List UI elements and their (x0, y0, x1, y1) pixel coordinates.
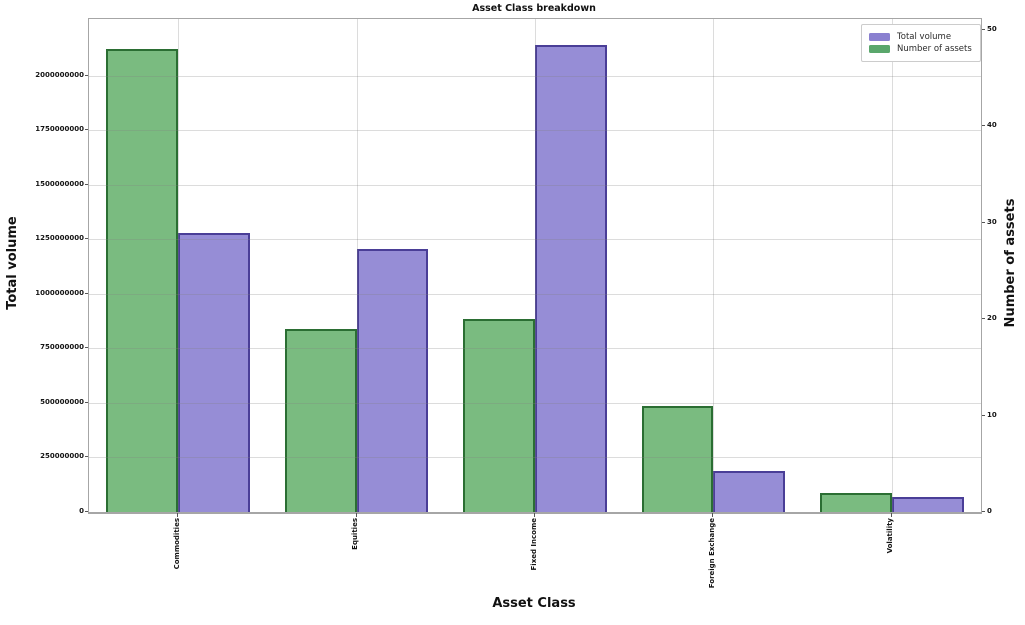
gridline-v (178, 19, 180, 512)
left-tick-mark (84, 456, 88, 458)
gridline-h (89, 457, 981, 459)
gridline-h (89, 402, 981, 404)
left-tick-label: 1750000000 (35, 125, 84, 134)
right-tick-label: 40 (987, 121, 997, 130)
legend-swatch-purple (869, 33, 890, 41)
right-tick-mark (981, 125, 986, 127)
right-tick-mark (981, 414, 986, 416)
legend-label: Number of assets (897, 44, 972, 54)
left-tick-mark (84, 238, 88, 240)
x-tick-mark (355, 513, 357, 517)
legend-item-number-of-assets: Number of assets (869, 44, 972, 54)
gridline-v (713, 19, 715, 512)
gridline-h (89, 184, 981, 186)
bar-number-of-assets-fixed-income (463, 319, 535, 512)
gridline-h (89, 239, 981, 241)
gridline-h (89, 348, 981, 350)
x-axis-title: Asset Class (492, 596, 576, 611)
chart-title: Asset Class breakdown (472, 3, 596, 14)
left-tick-mark (84, 401, 88, 403)
right-tick-mark (981, 29, 986, 31)
left-tick-mark (84, 74, 88, 76)
bar-total-volume-foreign-exchange (713, 470, 786, 512)
legend-swatch-green (869, 45, 890, 53)
right-tick-label: 20 (987, 314, 997, 323)
x-tick-label-fixed-income: Fixed Income (529, 518, 538, 571)
left-tick-label: 500000000 (40, 397, 84, 406)
right-tick-label: 50 (987, 25, 997, 34)
x-tick-label-foreign-exchange: Foreign Exchange (707, 518, 716, 589)
left-tick-mark (84, 129, 88, 131)
x-tick-mark (890, 513, 892, 517)
left-tick-label: 1000000000 (35, 288, 84, 297)
gridline-v (356, 19, 358, 512)
bar-total-volume-commodities (178, 232, 251, 512)
bar-number-of-assets-volatility (819, 492, 892, 512)
x-tick-mark (712, 513, 714, 517)
gridline-h (89, 75, 981, 77)
bar-total-volume-volatility (891, 496, 964, 512)
left-tick-label: 1250000000 (35, 234, 84, 243)
left-tick-label: 1500000000 (35, 179, 84, 188)
legend-item-total-volume: Total volume (869, 32, 972, 42)
left-tick-mark (84, 183, 88, 185)
bar-total-volume-fixed-income (535, 45, 607, 512)
x-tick-label-commodities: Commodities (172, 518, 181, 570)
left-tick-label: 0 (79, 507, 84, 515)
left-tick-mark (84, 292, 88, 294)
right-tick-mark (981, 221, 986, 223)
legend-label: Total volume (897, 32, 952, 42)
right-axis-title: Number of assets (1003, 198, 1018, 328)
legend: Total volume Number of assets (861, 24, 981, 62)
bar-number-of-assets-commodities (106, 49, 179, 512)
bar-number-of-assets-equities (284, 328, 357, 512)
x-tick-mark (177, 513, 179, 517)
right-tick-label: 30 (987, 217, 997, 226)
gridline-v (535, 19, 536, 512)
x-tick-label-volatility: Volatility (886, 518, 895, 554)
left-tick-label: 750000000 (40, 343, 84, 352)
gridline-h (89, 130, 981, 132)
left-tick-mark (84, 511, 88, 512)
gridline-v (891, 19, 893, 512)
left-tick-label: 2000000000 (35, 70, 84, 79)
bar-number-of-assets-foreign-exchange (641, 405, 714, 512)
left-tick-mark (84, 347, 88, 349)
gridline-h (89, 293, 981, 295)
left-tick-label: 250000000 (40, 452, 84, 461)
plot-area (88, 18, 982, 514)
right-tick-mark (981, 318, 986, 320)
bar-total-volume-equities (356, 249, 429, 512)
right-tick-label: 10 (987, 410, 997, 419)
right-tick-mark (981, 511, 986, 512)
left-axis-title: Total volume (5, 216, 20, 310)
x-tick-label-equities: Equities (351, 518, 360, 550)
x-tick-mark (534, 513, 535, 517)
right-tick-label: 0 (987, 507, 992, 515)
